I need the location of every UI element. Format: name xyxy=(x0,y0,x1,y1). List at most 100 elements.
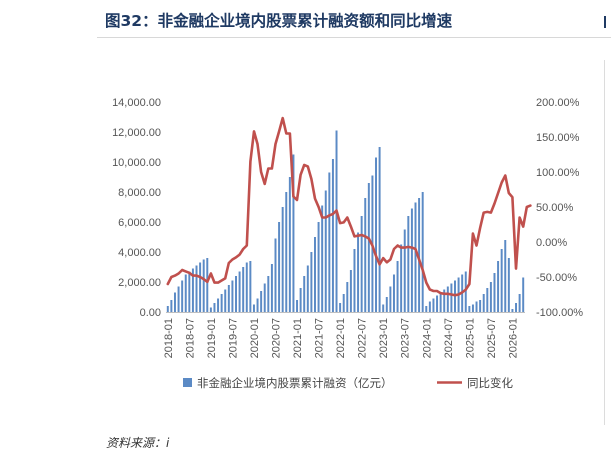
bar xyxy=(504,240,507,312)
y-left-tick-label: 0.00 xyxy=(140,307,161,319)
bar xyxy=(407,216,410,312)
bar xyxy=(227,285,230,312)
bar xyxy=(209,307,212,312)
bar xyxy=(181,280,184,312)
bar xyxy=(213,303,216,312)
x-tick-label: 2025-01 xyxy=(464,318,476,358)
bar xyxy=(346,282,349,312)
bar xyxy=(324,190,327,312)
x-tick-label: 2019-07 xyxy=(227,318,239,358)
bar xyxy=(217,298,220,312)
bar xyxy=(468,306,471,312)
bar xyxy=(321,205,324,312)
bar xyxy=(292,154,295,312)
bar xyxy=(206,258,209,312)
bar xyxy=(360,216,363,312)
x-tick-label: 2022-07 xyxy=(357,318,369,358)
x-tick-label: 2019-01 xyxy=(206,318,218,358)
bar xyxy=(364,198,367,312)
bar xyxy=(339,303,342,312)
bar xyxy=(191,268,194,312)
bar xyxy=(482,294,485,312)
bar xyxy=(518,294,521,312)
bar xyxy=(260,291,263,312)
series-line xyxy=(166,116,532,297)
edge-line xyxy=(604,60,605,425)
bar xyxy=(278,222,281,312)
bar xyxy=(349,270,352,312)
bar xyxy=(317,222,320,312)
legend-swatch-bar xyxy=(183,378,192,387)
bar xyxy=(403,229,406,312)
bar xyxy=(252,304,255,312)
bar xyxy=(328,172,331,312)
bar xyxy=(400,244,403,312)
bar xyxy=(497,261,500,312)
x-tick-label: 2025-07 xyxy=(486,318,498,358)
y-right-tick-label: -50.00% xyxy=(536,272,577,284)
bar xyxy=(486,288,489,312)
y-left-tick-label: 4,000.00 xyxy=(118,247,161,259)
x-tick-label: 2026-01 xyxy=(507,318,519,358)
bar xyxy=(256,298,259,312)
bar xyxy=(428,301,431,312)
bar xyxy=(471,304,474,312)
bar xyxy=(357,232,360,312)
chart-legend: 非金融企业境内股票累计融资（亿元） 同比变化 xyxy=(183,376,513,390)
bar xyxy=(446,286,449,312)
bar xyxy=(267,276,270,312)
bar xyxy=(303,276,306,312)
bar xyxy=(375,157,378,312)
y-right-tick-label: 50.00% xyxy=(536,202,574,214)
bar xyxy=(475,301,478,312)
y-right-tick-label: -100.00% xyxy=(536,307,583,319)
bar xyxy=(425,306,428,312)
bar xyxy=(199,262,202,312)
bar xyxy=(507,258,510,312)
y-left-tick-label: 12,000.00 xyxy=(112,127,161,139)
bar xyxy=(511,309,514,312)
bar xyxy=(479,300,482,312)
bar xyxy=(245,262,248,312)
bar xyxy=(392,274,395,312)
x-tick-label: 2020-01 xyxy=(249,318,261,358)
chart-axes: 0.00 2,000.00 4,000.00 6,000.00 8,000.00 10,0… xyxy=(112,97,583,358)
bar xyxy=(382,304,385,312)
bar xyxy=(235,276,237,312)
y-right-tick-label: 100.00% xyxy=(536,167,580,179)
bar xyxy=(177,286,180,312)
bar xyxy=(489,282,492,312)
y-left-tick-label: 6,000.00 xyxy=(118,217,161,229)
x-tick-label: 2020-07 xyxy=(270,318,282,358)
bar xyxy=(367,183,370,312)
bar xyxy=(242,267,245,312)
bar xyxy=(310,252,313,312)
legend-label-bar: 非金融企业境内股票累计融资（亿元） xyxy=(197,376,393,390)
bar xyxy=(493,273,496,312)
bar xyxy=(414,202,417,312)
y-right-tick-label: 150.00% xyxy=(536,132,580,144)
bar xyxy=(296,300,299,312)
bar xyxy=(285,192,288,312)
source-note: 资料来源：i xyxy=(106,436,170,450)
edge-mark xyxy=(604,16,606,28)
bar xyxy=(195,265,198,312)
bar xyxy=(443,289,446,312)
y-right-tick-label: 0.00% xyxy=(536,237,567,249)
bar xyxy=(274,238,277,312)
bar xyxy=(515,303,518,312)
y-left-tick-label: 10,000.00 xyxy=(112,157,161,169)
bar xyxy=(522,277,525,312)
x-tick-label: 2021-01 xyxy=(292,318,304,358)
x-tick-label: 2023-01 xyxy=(378,318,390,358)
bar xyxy=(385,297,388,312)
x-tick-label: 2023-07 xyxy=(400,318,412,358)
bar xyxy=(389,286,392,312)
title-divider xyxy=(97,37,611,38)
bar xyxy=(249,261,252,312)
x-tick-label: 2024-07 xyxy=(443,318,455,358)
bar xyxy=(464,271,467,312)
bar xyxy=(188,271,191,312)
bar xyxy=(432,298,435,312)
